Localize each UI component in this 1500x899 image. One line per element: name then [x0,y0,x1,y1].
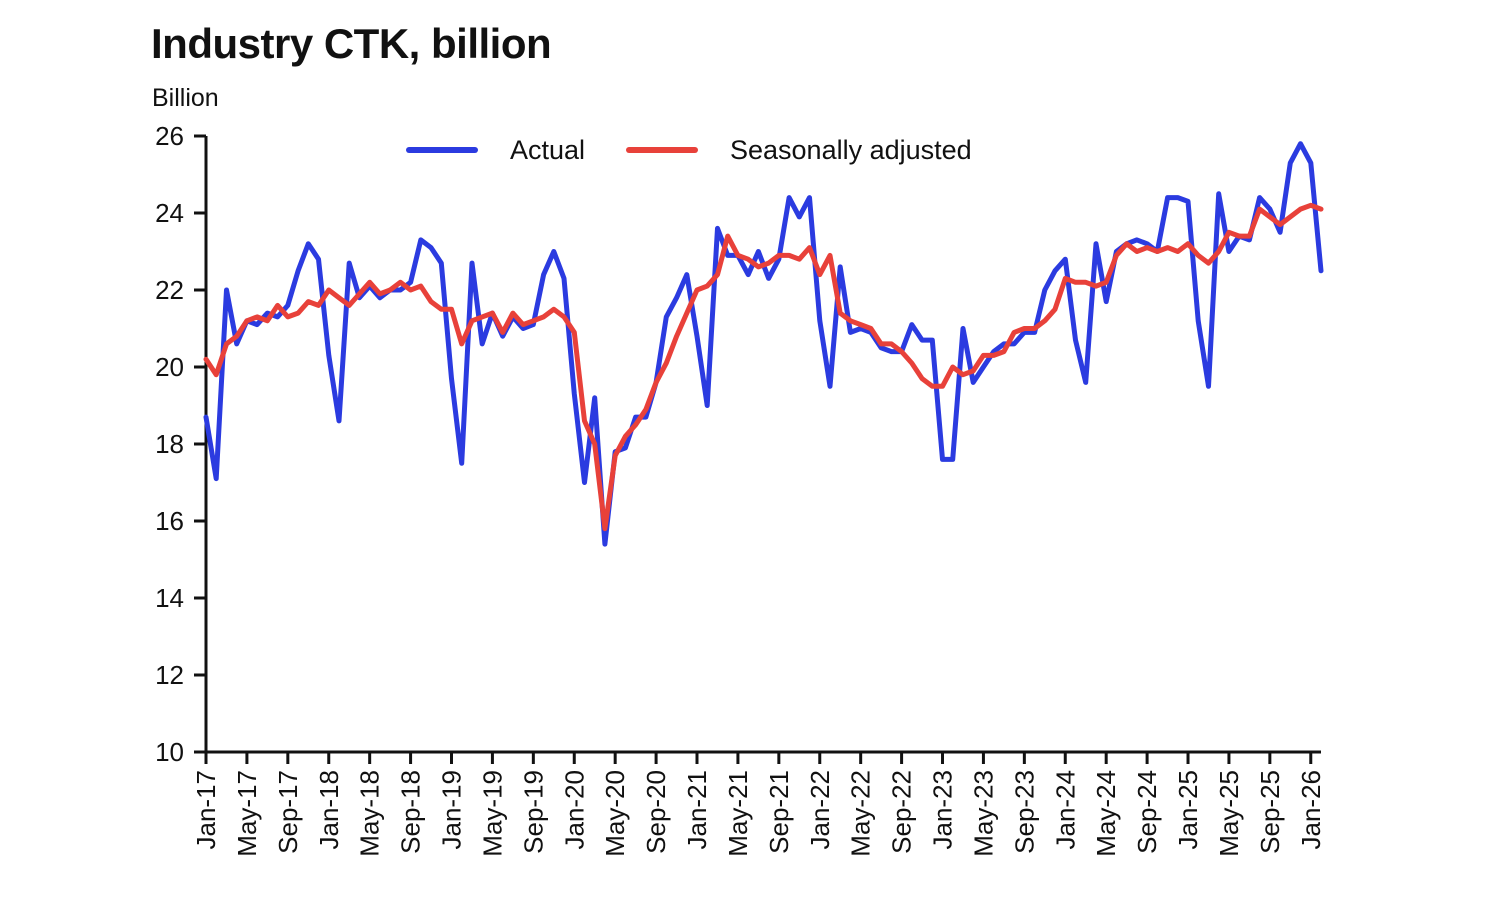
y-axis-ticks: 10 12 14 16 18 20 22 24 26 [155,121,206,767]
x-tick-label: Sep-23 [1009,770,1039,854]
x-tick-label: Sep-25 [1255,770,1285,854]
legend: Actual Seasonally adjusted [406,135,972,165]
x-tick-label: Sep-21 [764,770,794,854]
series-line-actual [203,141,1324,547]
y-tick-label: 18 [155,429,184,459]
x-tick-label: Sep-17 [273,770,303,854]
y-tick-label: 22 [155,275,184,305]
x-tick-label: Sep-24 [1132,770,1162,854]
x-tick-label: Jan-17 [191,770,221,850]
y-tick-label: 10 [155,737,184,767]
x-tick-label: May-17 [232,770,262,857]
chart-title: Industry CTK, billion [151,20,552,67]
y-tick-label: 12 [155,660,184,690]
x-tick-label: Jan-19 [437,770,467,850]
axes [204,136,1321,754]
y-tick-label: 26 [155,121,184,151]
x-tick-label: Jan-26 [1296,770,1326,850]
x-tick-label: Sep-18 [396,770,426,854]
y-tick-label: 16 [155,506,184,536]
y-axis-unit-label: Billion [152,84,219,112]
y-tick-label: 24 [155,198,184,228]
x-tick-label: Sep-20 [641,770,671,854]
x-tick-label: Sep-19 [518,770,548,854]
x-tick-label: Jan-24 [1050,770,1080,850]
x-tick-label: May-19 [477,770,507,857]
x-tick-label: May-21 [723,770,753,857]
x-tick-label: Jan-25 [1173,770,1203,850]
x-tick-label: Jan-18 [314,770,344,850]
x-tick-label: Jan-22 [805,770,835,850]
series-line-seasonally-adjusted [203,202,1324,532]
x-tick-label: Sep-22 [887,770,917,854]
x-tick-label: Jan-23 [928,770,958,850]
legend-label: Seasonally adjusted [730,135,972,165]
legend-label: Actual [510,135,585,165]
x-axis-ticks: Jan-17 May-17 Sep-17 Jan-18 May-18 Sep-18 Jan-… [191,752,1326,857]
x-tick-label: May-24 [1091,770,1121,857]
y-tick-label: 14 [155,583,184,613]
y-tick-label: 20 [155,352,184,382]
series-layer [203,141,1324,547]
x-tick-label: Jan-21 [682,770,712,850]
x-tick-label: Jan-20 [559,770,589,850]
x-tick-label: May-20 [600,770,630,857]
x-tick-label: May-22 [846,770,876,857]
x-tick-label: May-25 [1214,770,1244,857]
x-tick-label: May-18 [355,770,385,857]
x-tick-label: May-23 [968,770,998,857]
